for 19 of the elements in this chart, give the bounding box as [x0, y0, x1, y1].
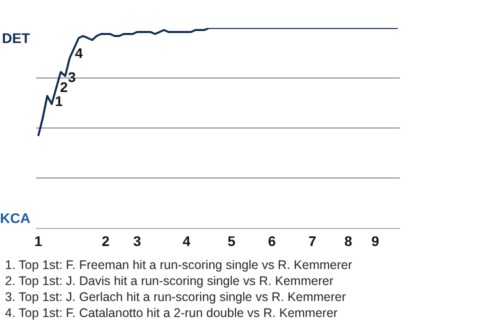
annotation: 4 — [75, 45, 83, 61]
x-tick-label: 4 — [182, 232, 191, 249]
x-tick-label: 3 — [133, 232, 142, 249]
x-tick-label: 8 — [344, 232, 352, 249]
x-tick-label: 9 — [371, 232, 380, 249]
text: 2. Top 1st: J. Davis hit a run-scoring single vs R. Kemmerer — [5, 274, 334, 288]
x-tick-label: 2 — [102, 232, 110, 249]
text: KCA — [0, 210, 30, 226]
x-tick-label: 7 — [308, 232, 316, 249]
x-tick-label: 6 — [268, 232, 276, 249]
x-tick-label: 1 — [34, 232, 42, 249]
text: DET — [2, 30, 30, 46]
annotation: 3 — [68, 69, 76, 85]
x-tick-label: 5 — [228, 232, 236, 249]
text: 3. Top 1st: J. Gerlach hit a run-scoring single vs R. Kemmerer — [5, 290, 346, 304]
annotation: 2 — [60, 79, 68, 95]
text: 4. Top 1st: F. Catalanotto hit a 2-run double vs R. Kemmerer — [5, 306, 338, 320]
text: 1. Top 1st: F. Freeman hit a run-scoring single vs R. Kemmerer — [5, 258, 352, 272]
annotation: 1 — [55, 93, 63, 109]
